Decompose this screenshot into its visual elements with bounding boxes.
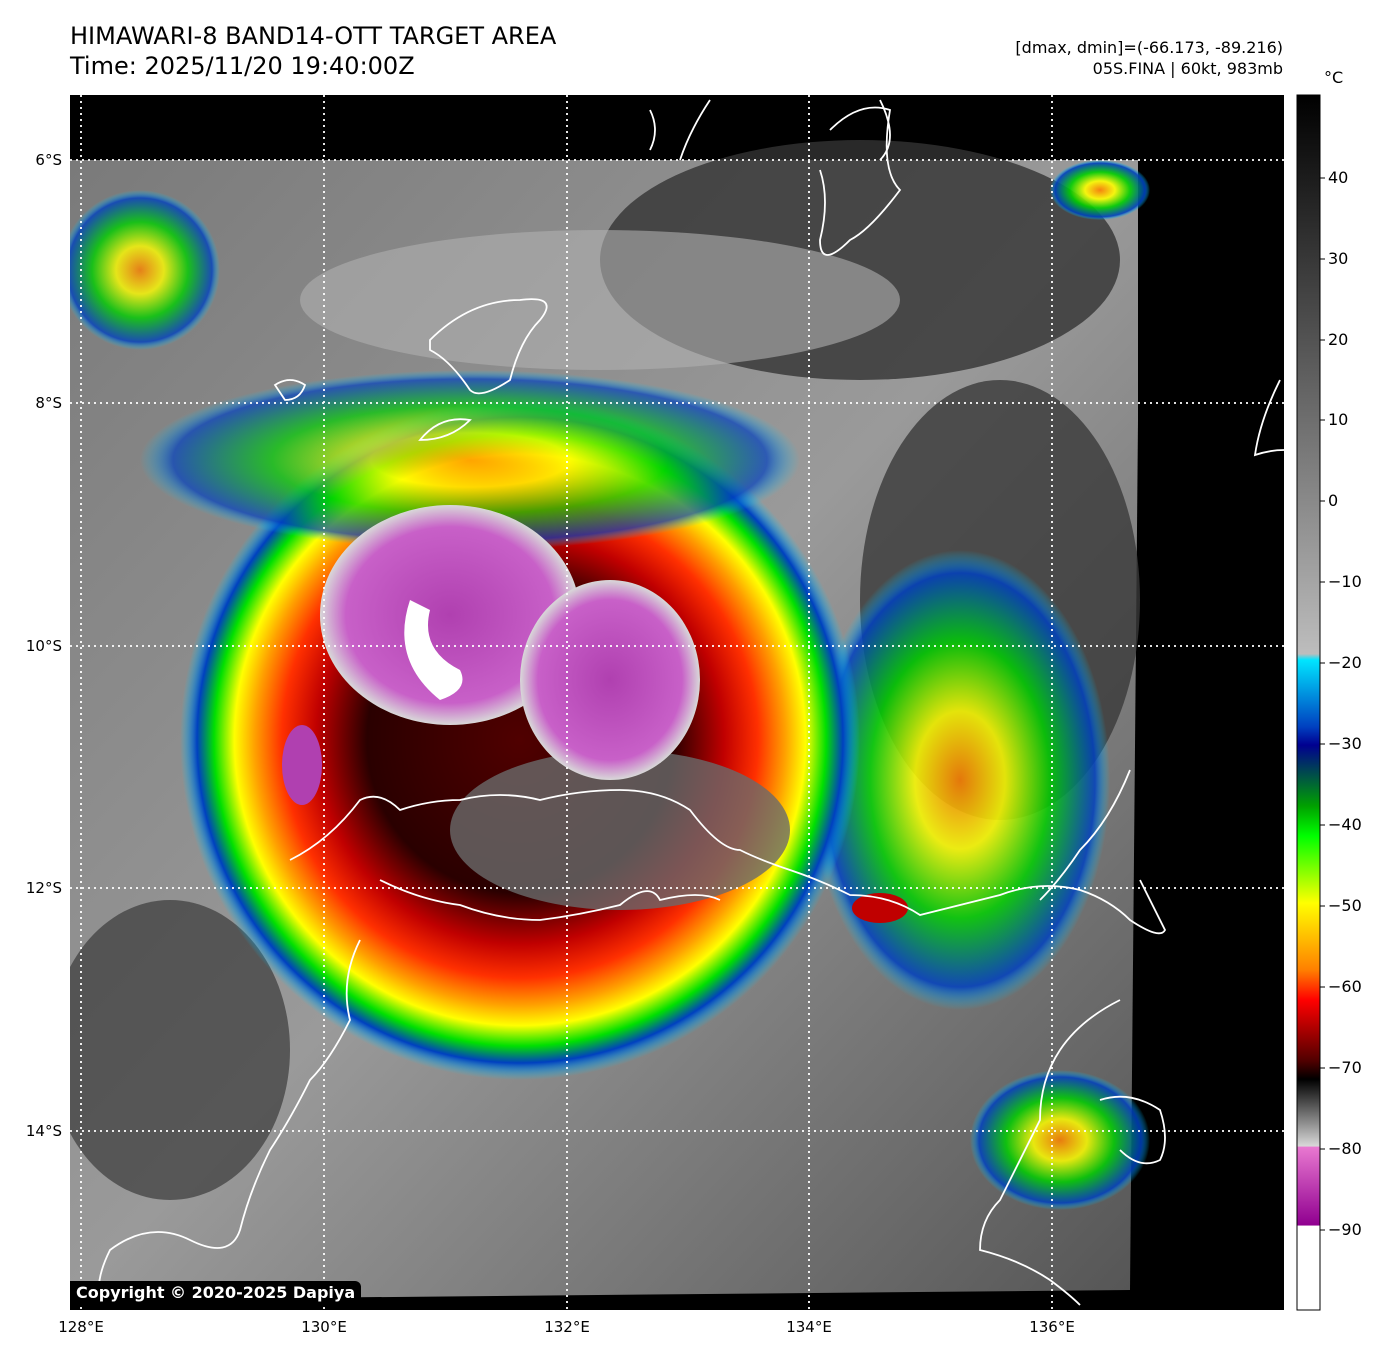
coastline-north-australia [289, 789, 1167, 935]
figure-title: HIMAWARI-8 BAND14-OTT TARGET AREA [70, 22, 557, 50]
lat-label-8s: 8°S [35, 394, 62, 412]
lon-label-132e: 132°E [544, 1318, 590, 1336]
lon-label-136e: 136°E [1029, 1318, 1075, 1336]
colorbar-tick: −40 [1328, 815, 1362, 834]
colorbar-unit: °C [1324, 68, 1344, 87]
storm-info: 05S.FINA | 60kt, 983mb [1092, 59, 1283, 78]
lon-label-130e: 130°E [301, 1318, 347, 1336]
lat-label-14s: 14°S [25, 1122, 62, 1140]
graticule [70, 95, 1284, 1310]
coastline-east [979, 769, 1131, 1306]
colorbar-tick: −10 [1328, 572, 1362, 591]
colorbar-tick: 40 [1328, 168, 1349, 187]
colorbar [1296, 94, 1321, 1311]
colorbar-tick: 10 [1328, 410, 1349, 429]
colorbar-tick: −30 [1328, 734, 1362, 753]
lat-label-10s: 10°S [25, 637, 62, 655]
colorbar-tick: −80 [1328, 1139, 1362, 1158]
colorbar-tick: 0 [1328, 491, 1339, 510]
colorbar-tick: −70 [1328, 1058, 1362, 1077]
copyright-badge: Copyright © 2020-2025 Dapiya [70, 1281, 362, 1304]
cold-cloud-top-west [320, 505, 580, 725]
lon-label-134e: 134°E [786, 1318, 832, 1336]
lon-label-128e: 128°E [58, 1318, 104, 1336]
cold-cloud-top-east [520, 580, 700, 780]
colorbar-tick: −90 [1328, 1220, 1362, 1239]
colorbar-tick: −60 [1328, 977, 1362, 996]
lat-label-12s: 12°S [25, 879, 62, 897]
colorbar-tick: −50 [1328, 896, 1362, 915]
colorbar-tick: 30 [1328, 249, 1349, 268]
colorbar-tick: −20 [1328, 653, 1362, 672]
colorbar-tick: 20 [1328, 330, 1349, 349]
lat-label-6s: 6°S [35, 151, 62, 169]
coastline-west [97, 939, 361, 1301]
temperature-range: [dmax, dmin]=(-66.173, -89.216) [1015, 38, 1283, 57]
figure-time: Time: 2025/11/20 19:40:00Z [70, 52, 415, 80]
